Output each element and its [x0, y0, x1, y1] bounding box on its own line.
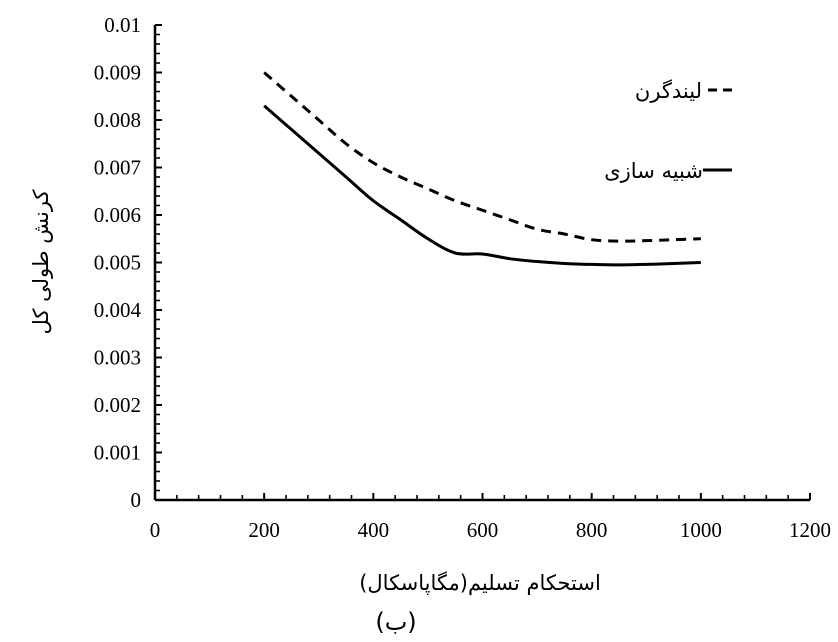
series-group	[263, 71, 701, 267]
series-line-lindgren	[263, 71, 701, 243]
y-tick-label: 0.003	[94, 346, 141, 370]
y-tick-label: 0.009	[94, 61, 141, 85]
x-tick-label: 200	[248, 518, 280, 542]
y-tick-label: 0	[131, 488, 142, 512]
legend-label-simulation: شبیه سازی	[604, 159, 703, 183]
x-tick-label: 800	[576, 518, 608, 542]
y-tick-label: 0.01	[104, 13, 141, 37]
x-tick-label: 600	[467, 518, 499, 542]
y-tick-label: 0.001	[94, 441, 141, 465]
legend: لیندگرن شبیه سازی	[604, 79, 732, 183]
y-tick-label: 0.008	[94, 108, 141, 132]
x-tick-labels: 0 200 400 600 800 1000 1200	[150, 518, 831, 542]
y-axis-title: کرنش طولی کل	[29, 190, 53, 335]
series-line-simulation	[263, 104, 701, 267]
x-axis-title: استحکام تسلیم(مگاپاسکال)	[359, 571, 601, 596]
y-tick-label: 0.007	[94, 156, 141, 180]
x-minor-ticks	[154, 493, 811, 500]
y-tick-label: 0.004	[94, 298, 142, 322]
y-tick-labels: 0 0.001 0.002 0.003 0.004 0.005 0.006 0.007 0.00…	[94, 13, 142, 512]
x-tick-label: 400	[358, 518, 390, 542]
x-tick-label: 1200	[789, 518, 831, 542]
legend-label-lindgren: لیندگرن	[635, 79, 702, 103]
y-tick-label: 0.005	[94, 251, 141, 275]
y-minor-ticks	[155, 24, 162, 501]
y-tick-label: 0.006	[94, 203, 141, 227]
figure-caption: (ب)	[375, 608, 416, 636]
x-tick-label: 0	[150, 518, 161, 542]
x-tick-label: 1000	[680, 518, 722, 542]
y-tick-label: 0.002	[94, 393, 141, 417]
